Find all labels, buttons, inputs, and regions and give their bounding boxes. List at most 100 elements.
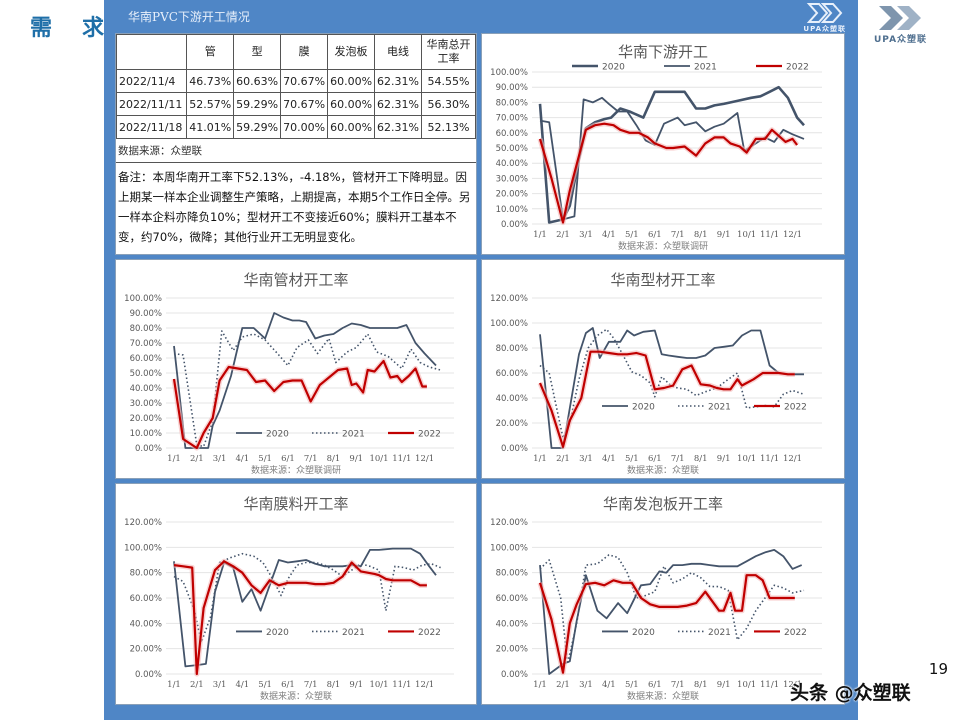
x-tick-label: 2/1 (190, 680, 204, 690)
x-tick-label: 10/1 (737, 680, 756, 690)
legend-label-2020: 2020 (602, 63, 625, 73)
x-tick-label: 11/1 (760, 230, 779, 240)
x-tick-label: 11/1 (760, 680, 779, 690)
chart-source: 数据来源：众塑联调研 (618, 240, 708, 252)
x-tick-label: 9/1 (717, 230, 731, 240)
frame-title: 华南PVC下游开工情况 (128, 10, 250, 24)
x-tick-label: 5/1 (258, 680, 272, 690)
y-tick-label: 20.00% (496, 190, 528, 200)
y-tick-label: 60.00% (130, 594, 162, 604)
x-tick-label: 2/1 (556, 230, 570, 240)
chart-source: 数据来源：众塑联 (627, 690, 699, 702)
legend-label-2020: 2020 (632, 403, 655, 413)
x-tick-label: 4/1 (236, 454, 250, 464)
legend-label-2021: 2021 (342, 628, 365, 638)
y-tick-label: 50.00% (130, 369, 162, 379)
x-tick-label: 1/1 (533, 680, 547, 690)
y-tick-label: 100.00% (124, 294, 162, 304)
chart-title: 华南管材开工率 (243, 271, 349, 289)
chart-downstream: 华南下游开工 0.00% 10.00% 20.00% 30.00% 40.00% 50.0… (481, 33, 845, 255)
x-tick-label: 12/1 (783, 454, 802, 464)
watermark: 头条 @众塑联 (790, 682, 911, 704)
row-date: 2022/11/18 (115, 115, 188, 139)
x-tick-label: 5/1 (625, 230, 639, 240)
x-tick-label: 7/1 (671, 454, 685, 464)
upa-logo-icon (878, 6, 921, 30)
x-tick-label: 4/1 (602, 230, 616, 240)
legend-label-2021: 2021 (708, 403, 731, 413)
x-tick-label: 1/1 (167, 680, 181, 690)
x-tick-label: 6/1 (281, 680, 295, 690)
series-line-2022 (172, 359, 427, 450)
y-tick-label: 0.00% (135, 444, 162, 454)
page-heading: 需求 (30, 16, 135, 41)
chart-source: 数据来源：众塑联 (627, 464, 699, 476)
y-tick-label: 120.00% (124, 518, 162, 528)
y-tick-label: 120.00% (490, 294, 528, 304)
x-tick-label: 12/1 (783, 230, 802, 240)
x-tick-label: 8/1 (694, 680, 708, 690)
x-tick-label: 4/1 (602, 454, 616, 464)
table-note: 备注：本周华南开工率下52.13%，-4.18%，管材开工下降明显。因上期某一样… (118, 170, 471, 244)
y-tick-label: 80.00% (496, 98, 528, 108)
x-tick-label: 6/1 (281, 454, 295, 464)
series-line-2022 (538, 350, 795, 448)
header-profile: 型 (233, 34, 282, 70)
header-wire: 电线 (374, 34, 422, 70)
table-source: 数据来源：众塑联 (116, 139, 476, 163)
cell-pipe: 41.01% (186, 115, 235, 139)
y-tick-label: 40.00% (130, 384, 162, 394)
x-tick-label: 8/1 (694, 454, 708, 464)
y-tick-label: 70.00% (130, 339, 162, 349)
x-tick-label: 6/1 (648, 680, 662, 690)
x-tick-label: 11/1 (392, 454, 411, 464)
x-tick-label: 9/1 (349, 680, 363, 690)
row-date: 2022/11/11 (115, 92, 188, 116)
table-header-row: 管 型 膜 发泡板 电线 华南总开工率 (115, 34, 477, 70)
cell-wire: 62.31% (374, 92, 422, 116)
y-tick-label: 0.00% (501, 444, 528, 454)
y-tick-label: 40.00% (130, 619, 162, 629)
chart-source: 数据来源：众塑联 (260, 690, 332, 702)
y-tick-label: 40.00% (496, 619, 528, 629)
y-tick-label: 10.00% (496, 205, 528, 215)
header-empty (115, 34, 188, 70)
legend-label-2022: 2022 (784, 628, 807, 638)
legend-label-2020: 2020 (632, 628, 655, 638)
series-line-2020 (173, 312, 437, 449)
x-tick-label: 10/1 (737, 230, 756, 240)
legend-label-2020: 2020 (266, 628, 289, 638)
inner-logo: UPA众塑联 (803, 2, 846, 34)
cell-profile: 59.29% (233, 92, 282, 116)
y-tick-label: 0.00% (135, 670, 162, 680)
y-tick-label: 100.00% (490, 319, 528, 329)
header-total: 华南总开工率 (420, 34, 477, 70)
legend-label-2022: 2022 (786, 63, 809, 73)
chart-title: 华南型材开工率 (610, 271, 716, 289)
y-tick-label: 90.00% (130, 309, 162, 319)
y-tick-label: 100.00% (490, 68, 528, 78)
x-tick-label: 11/1 (760, 454, 779, 464)
series-line-2021 (539, 554, 805, 665)
chart-profile: 华南型材开工率 0.00% 20.00% 40.00% 60.00% 80.00% 100… (481, 259, 845, 479)
x-tick-label: 3/1 (213, 680, 227, 690)
x-tick-label: 5/1 (625, 680, 639, 690)
x-tick-label: 7/1 (304, 680, 318, 690)
legend-label-2022: 2022 (784, 403, 807, 413)
legend-label-2021: 2021 (708, 628, 731, 638)
y-tick-label: 60.00% (496, 369, 528, 379)
cell-foam: 60.00% (327, 115, 376, 139)
cell-profile: 59.29% (233, 115, 282, 139)
x-tick-label: 3/1 (213, 454, 227, 464)
x-tick-label: 10/1 (369, 454, 388, 464)
cell-film: 70.00% (280, 115, 329, 139)
chart-pipe: 华南管材开工率 0.00% 10.00% 20.00% 30.00% 40.00% 50.… (115, 259, 477, 479)
summary-table: 管 型 膜 发泡板 电线 华南总开工率 2022/11/4 46.73% 60.… (115, 34, 477, 139)
header-film: 膜 (280, 34, 329, 70)
legend-label-2021: 2021 (694, 63, 717, 73)
inner-logo-text: UPA众塑联 (803, 25, 846, 33)
y-tick-label: 40.00% (496, 159, 528, 169)
x-tick-label: 3/1 (579, 454, 593, 464)
x-tick-label: 5/1 (625, 454, 639, 464)
x-tick-label: 4/1 (236, 680, 250, 690)
